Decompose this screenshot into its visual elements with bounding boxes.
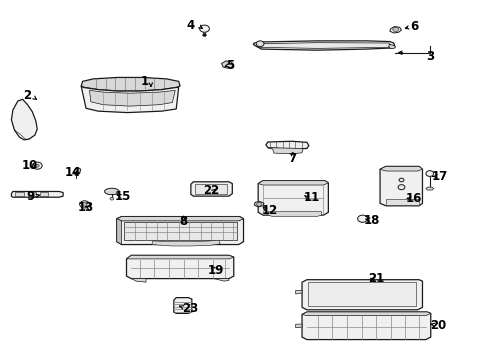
- Polygon shape: [123, 222, 237, 240]
- Text: 1: 1: [140, 75, 148, 88]
- Circle shape: [82, 203, 87, 206]
- Bar: [15, 192, 24, 197]
- Text: 23: 23: [182, 302, 198, 315]
- Polygon shape: [131, 279, 146, 282]
- Polygon shape: [194, 184, 227, 194]
- Polygon shape: [11, 192, 63, 197]
- Circle shape: [80, 201, 89, 208]
- Polygon shape: [81, 77, 180, 91]
- Circle shape: [398, 178, 403, 182]
- Polygon shape: [258, 181, 328, 185]
- Polygon shape: [388, 44, 395, 49]
- Text: 2: 2: [23, 89, 32, 102]
- Text: 9: 9: [27, 190, 35, 203]
- Polygon shape: [257, 42, 390, 48]
- Text: 21: 21: [367, 272, 384, 285]
- Text: 14: 14: [64, 166, 81, 179]
- Polygon shape: [202, 29, 206, 34]
- Polygon shape: [359, 219, 365, 222]
- Text: 8: 8: [179, 215, 187, 228]
- Circle shape: [35, 164, 39, 167]
- Bar: [40, 192, 48, 197]
- Circle shape: [256, 41, 264, 46]
- Polygon shape: [258, 181, 328, 215]
- Text: 18: 18: [364, 214, 380, 227]
- Polygon shape: [302, 312, 430, 339]
- Text: 10: 10: [22, 159, 38, 172]
- Polygon shape: [81, 86, 178, 113]
- Polygon shape: [295, 324, 302, 328]
- Polygon shape: [267, 148, 303, 154]
- Bar: [27, 192, 36, 197]
- Polygon shape: [425, 187, 433, 190]
- Text: 19: 19: [207, 264, 224, 277]
- Polygon shape: [302, 312, 430, 316]
- Circle shape: [357, 215, 366, 222]
- Polygon shape: [152, 240, 220, 246]
- Polygon shape: [267, 212, 321, 217]
- Circle shape: [397, 185, 404, 190]
- Polygon shape: [295, 291, 302, 294]
- Polygon shape: [173, 298, 191, 314]
- Polygon shape: [126, 255, 233, 259]
- Ellipse shape: [104, 188, 119, 195]
- Polygon shape: [379, 166, 422, 171]
- Polygon shape: [117, 217, 243, 244]
- Text: 22: 22: [203, 184, 219, 197]
- Text: 3: 3: [425, 50, 433, 63]
- Circle shape: [202, 34, 206, 37]
- Polygon shape: [214, 279, 228, 281]
- Polygon shape: [302, 280, 422, 310]
- Polygon shape: [307, 282, 415, 306]
- Text: 17: 17: [430, 170, 447, 183]
- Text: 16: 16: [405, 192, 422, 205]
- Polygon shape: [253, 41, 394, 50]
- Text: 5: 5: [225, 59, 234, 72]
- Text: 13: 13: [78, 201, 94, 214]
- Polygon shape: [254, 202, 264, 207]
- Polygon shape: [265, 141, 308, 149]
- Circle shape: [392, 27, 398, 32]
- Polygon shape: [11, 99, 37, 140]
- Polygon shape: [117, 217, 243, 221]
- Text: 15: 15: [114, 190, 130, 203]
- Bar: [385, 199, 418, 205]
- Polygon shape: [89, 90, 175, 106]
- Polygon shape: [73, 167, 81, 175]
- Circle shape: [425, 171, 433, 176]
- Polygon shape: [117, 219, 122, 244]
- Text: 6: 6: [409, 20, 417, 33]
- Polygon shape: [221, 61, 233, 68]
- Polygon shape: [389, 27, 401, 33]
- Polygon shape: [190, 182, 232, 196]
- Circle shape: [199, 25, 209, 32]
- Text: 12: 12: [261, 204, 277, 217]
- Circle shape: [256, 203, 261, 206]
- Text: 4: 4: [186, 19, 195, 32]
- Circle shape: [32, 162, 42, 169]
- Text: 11: 11: [303, 192, 319, 204]
- Text: 7: 7: [287, 152, 296, 165]
- Polygon shape: [126, 255, 233, 279]
- Circle shape: [110, 197, 114, 200]
- Text: 20: 20: [429, 319, 446, 332]
- Polygon shape: [379, 166, 422, 206]
